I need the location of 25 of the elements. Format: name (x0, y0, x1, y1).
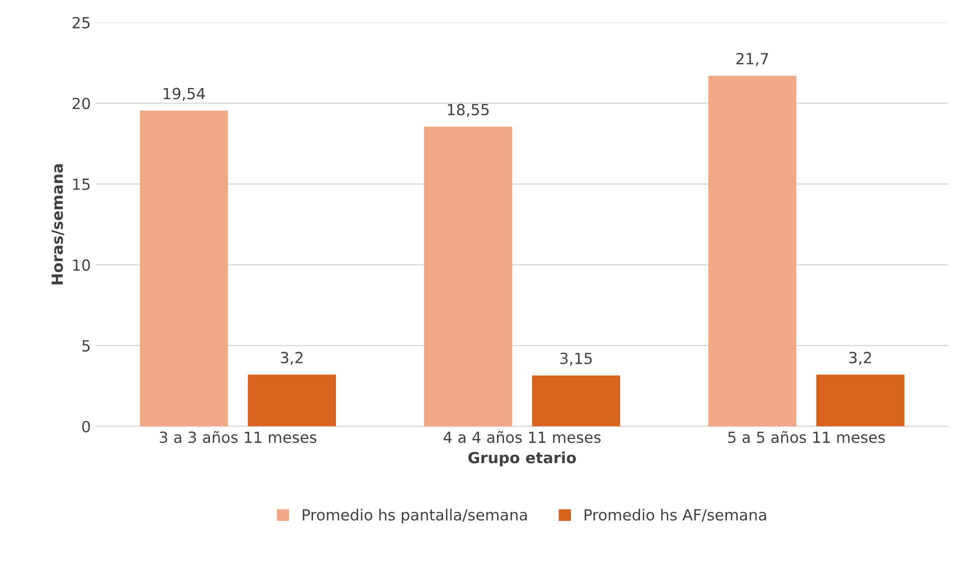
x-tick-label: 5 a 5 años 11 meses (728, 430, 885, 444)
x-axis-title: Grupo etario (468, 452, 576, 466)
data-label: 18,55 (448, 104, 489, 117)
data-label: 3,15 (560, 352, 592, 366)
legend-label: Promedio hs AF/semana (584, 508, 766, 522)
data-label: 3,2 (280, 352, 303, 365)
y-tick-label: 20 (72, 98, 90, 110)
legend-label: Promedio hs pantalla/semana (302, 508, 527, 524)
bar (424, 126, 512, 426)
bar (140, 110, 228, 426)
y-tick-label: 25 (72, 16, 90, 28)
y-tick-label: 10 (73, 259, 90, 271)
x-tick-label: 3 a 3 años 11 meses (160, 430, 316, 444)
y-tick-label: 5 (82, 340, 90, 352)
data-label: 19,54 (164, 88, 205, 101)
y-tick-label: 0 (82, 420, 90, 432)
y-axis-title: Horas/semana (52, 164, 64, 284)
data-label: 21,7 (736, 52, 768, 66)
bar (532, 375, 620, 426)
bar (248, 374, 336, 426)
x-tick-label: 4 a 4 años 11 meses (444, 430, 601, 444)
y-tick-label: 15 (73, 178, 90, 190)
bar (708, 76, 796, 426)
data-label: 3,2 (849, 352, 871, 365)
bar (816, 374, 904, 426)
